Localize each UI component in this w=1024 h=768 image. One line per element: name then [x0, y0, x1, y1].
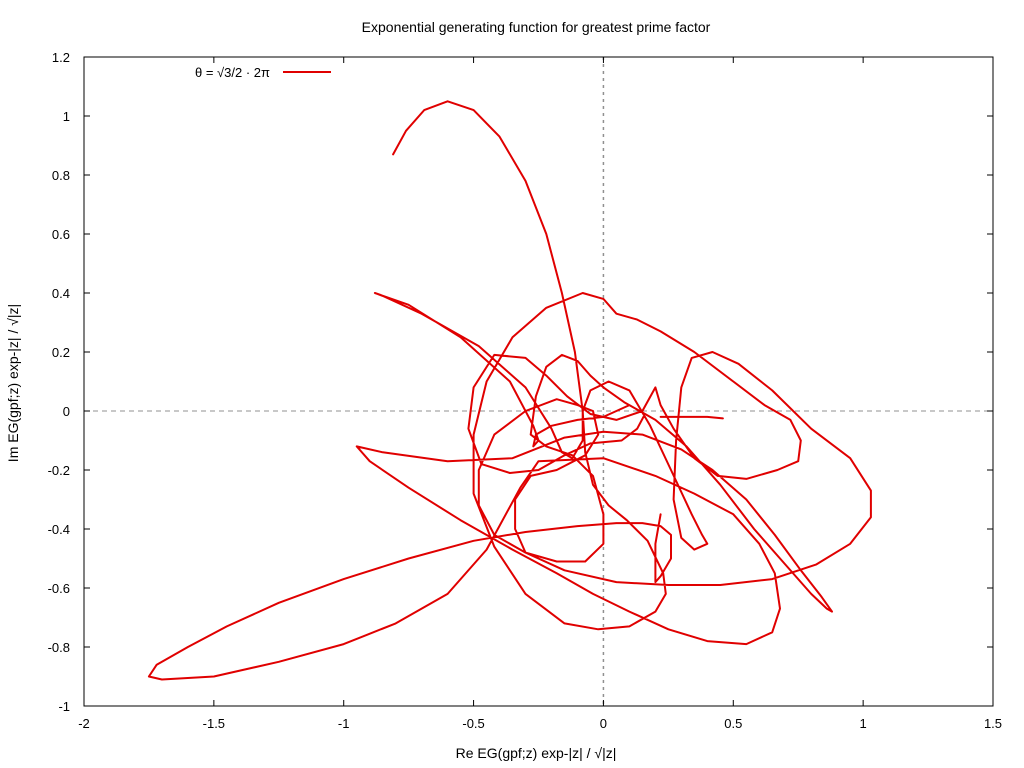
y-tick-label: 0.6 — [52, 227, 70, 242]
y-axis-label: Im EG(gpf;z) exp-|z| / √|z| — [5, 304, 21, 462]
x-tick-label: -1 — [338, 716, 350, 731]
y-tick-label: 0 — [63, 404, 70, 419]
y-tick-label: -0.2 — [48, 463, 70, 478]
series-line-0 — [147, 100, 872, 681]
y-tick-label: -0.4 — [48, 522, 70, 537]
y-tick-label: 1.2 — [52, 50, 70, 65]
legend: θ = √3/2 · 2π — [195, 65, 331, 80]
y-tick-label: 1 — [63, 109, 70, 124]
x-tick-label: -0.5 — [462, 716, 484, 731]
y-tick-label: 0.2 — [52, 345, 70, 360]
x-tick-label: 0 — [600, 716, 607, 731]
y-tick-label: 0.8 — [52, 168, 70, 183]
y-tick-label: 0.4 — [52, 286, 70, 301]
legend-label: θ = √3/2 · 2π — [195, 65, 270, 80]
y-tick-label: -0.8 — [48, 640, 70, 655]
x-tick-label: 0.5 — [724, 716, 742, 731]
x-tick-label: 1.5 — [984, 716, 1002, 731]
x-tick-label: -2 — [78, 716, 90, 731]
x-tick-label: 1 — [860, 716, 867, 731]
y-tick-label: -1 — [58, 699, 70, 714]
plot-series — [147, 100, 872, 681]
x-axis-label: Re EG(gpf;z) exp-|z| / √|z| — [456, 745, 617, 761]
chart-title: Exponential generating function for grea… — [362, 19, 711, 35]
series-line-1 — [659, 415, 724, 420]
y-tick-label: -0.6 — [48, 581, 70, 596]
axis-ticks: -2 -1.5 -1 -0.5 0 0.5 1 1.5 -1 -0.8 -0.6 -0.4 -0.2 0 0… — [48, 50, 1002, 731]
plot-frame — [83, 56, 994, 707]
x-tick-label: -1.5 — [203, 716, 225, 731]
